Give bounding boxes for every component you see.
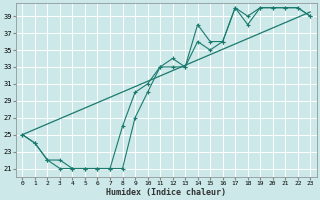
X-axis label: Humidex (Indice chaleur): Humidex (Indice chaleur) [106,188,226,197]
